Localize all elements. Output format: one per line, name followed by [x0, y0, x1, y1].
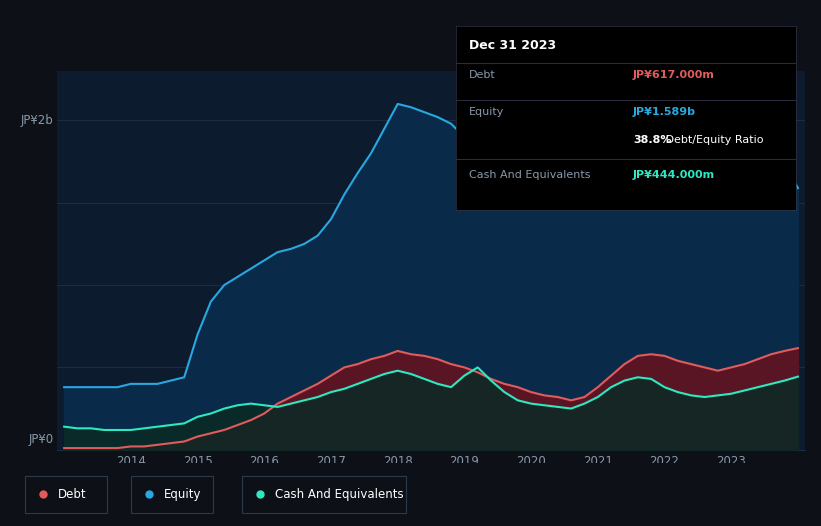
Text: Debt: Debt	[57, 488, 86, 501]
Text: Equity: Equity	[470, 107, 505, 117]
Text: 38.8%: 38.8%	[633, 135, 672, 145]
Text: Debt: Debt	[470, 70, 496, 80]
Text: Dec 31 2023: Dec 31 2023	[470, 39, 557, 52]
Text: Cash And Equivalents: Cash And Equivalents	[275, 488, 404, 501]
Text: Equity: Equity	[164, 488, 202, 501]
Text: JP¥1.589b: JP¥1.589b	[633, 107, 696, 117]
Text: JP¥444.000m: JP¥444.000m	[633, 170, 715, 180]
Text: JP¥617.000m: JP¥617.000m	[633, 70, 715, 80]
Text: Cash And Equivalents: Cash And Equivalents	[470, 170, 591, 180]
Text: Debt/Equity Ratio: Debt/Equity Ratio	[662, 135, 764, 145]
Text: JP¥2b: JP¥2b	[21, 114, 53, 127]
Text: JP¥0: JP¥0	[29, 433, 53, 446]
